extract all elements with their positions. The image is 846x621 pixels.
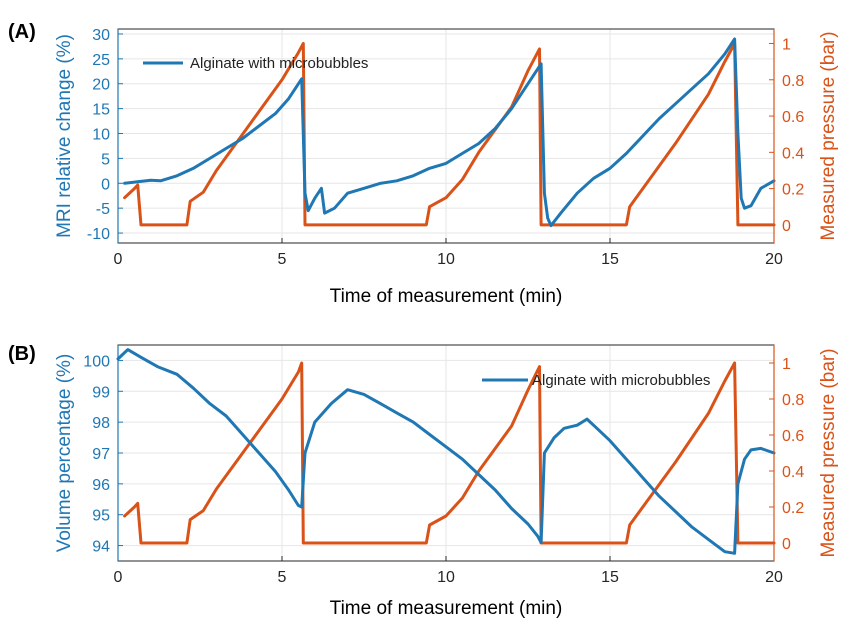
x-tick-label: 15 — [601, 251, 619, 268]
y-right-tick-label: 1 — [782, 37, 791, 54]
y-left-tick-label: 15 — [92, 102, 110, 119]
panel-b-legend: Alginate with microbubbles — [482, 372, 710, 389]
y-right-tick-label: 0.6 — [782, 109, 804, 126]
panel-a-y-left-axis-title: MRI relative change (%) — [54, 34, 75, 238]
y-left-tick-label: 96 — [92, 477, 110, 494]
x-tick-label: 0 — [114, 569, 123, 586]
series-line-right — [123, 42, 776, 227]
y-right-tick-label: 0.6 — [782, 428, 804, 445]
panel-a-y-right-ticks: 0 0.2 0.4 0.6 0.8 1 — [769, 29, 804, 243]
panel-a-y-right-axis-title: Measured pressure (bar) — [818, 31, 839, 240]
y-left-tick-label: 30 — [92, 27, 110, 44]
x-tick-label: 10 — [437, 251, 455, 268]
panel-a-series — [123, 37, 776, 228]
panel-b-y-left-axis-title: Volume percentage (%) — [54, 354, 75, 553]
panel-a-legend: Alginate with microbubbles — [143, 55, 368, 72]
y-right-tick-label: 0.2 — [782, 182, 804, 199]
panel-b-y-right-axis-title: Measured pressure (bar) — [818, 348, 839, 557]
panel-a-x-ticks: 0 5 10 15 20 — [114, 238, 783, 268]
y-right-tick-label: 0.8 — [782, 73, 804, 90]
panel-b-y-right-ticks: 0 0.2 0.4 0.6 0.8 1 — [769, 345, 804, 561]
y-right-tick-label: 0.8 — [782, 392, 804, 409]
y-left-tick-label: 25 — [92, 52, 110, 69]
x-tick-label: 0 — [114, 251, 123, 268]
x-tick-label: 20 — [765, 251, 783, 268]
y-right-tick-label: 0.2 — [782, 500, 804, 517]
panel-b-x-axis-title: Time of measurement (min) — [330, 598, 563, 619]
y-right-tick-label: 0.4 — [782, 464, 804, 481]
panel-a: (A) 0 5 10 15 20 -10 -5 0 5 10 15 20 25 30 0 0.2 0.4 0.… — [8, 21, 839, 307]
x-tick-label: 10 — [437, 569, 455, 586]
y-left-tick-label: 95 — [92, 508, 110, 525]
x-tick-label: 5 — [278, 569, 287, 586]
y-left-tick-label: 100 — [83, 353, 110, 370]
y-left-tick-label: 5 — [101, 151, 110, 168]
panel-a-grid — [117, 29, 775, 243]
y-left-tick-label: -10 — [87, 226, 110, 243]
panel-a-label: (A) — [8, 21, 36, 43]
x-tick-label: 5 — [278, 251, 287, 268]
y-right-tick-label: 0.4 — [782, 145, 804, 162]
y-right-tick-label: 1 — [782, 356, 791, 373]
x-tick-label: 20 — [765, 569, 783, 586]
y-left-tick-label: 10 — [92, 127, 110, 144]
panel-b-label: (B) — [8, 343, 36, 365]
y-left-tick-label: 99 — [92, 384, 110, 401]
series-line-right — [123, 361, 776, 545]
panel-a-legend-label: Alginate with microbubbles — [190, 55, 368, 72]
y-left-tick-label: 97 — [92, 446, 110, 463]
panel-b-y-left-ticks: 94 95 96 97 98 99 100 — [83, 345, 123, 561]
y-left-tick-label: 0 — [101, 176, 110, 193]
panel-a-x-axis-title: Time of measurement (min) — [330, 286, 563, 307]
panel-b-x-ticks: 0 5 10 15 20 — [114, 556, 783, 586]
panel-b-series — [116, 348, 776, 555]
panel-b-legend-label: Alginate with microbubbles — [532, 372, 710, 389]
y-left-tick-label: -5 — [96, 201, 110, 218]
x-tick-label: 15 — [601, 569, 619, 586]
y-left-tick-label: 94 — [92, 539, 110, 556]
y-left-tick-label: 98 — [92, 415, 110, 432]
y-right-tick-label: 0 — [782, 218, 791, 235]
series-line-left — [123, 37, 776, 228]
panel-a-y-left-ticks: -10 -5 0 5 10 15 20 25 30 — [87, 27, 123, 243]
series-line-left — [116, 348, 776, 555]
y-left-tick-label: 20 — [92, 77, 110, 94]
y-right-tick-label: 0 — [782, 536, 791, 553]
